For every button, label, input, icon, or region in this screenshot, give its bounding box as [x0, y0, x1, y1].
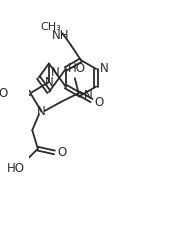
Text: NH: NH	[52, 30, 69, 42]
Text: N: N	[45, 76, 53, 89]
Text: N: N	[51, 66, 59, 79]
Text: O: O	[94, 96, 103, 109]
Text: HO: HO	[7, 162, 25, 175]
Text: O: O	[0, 87, 8, 100]
Text: N: N	[84, 89, 93, 102]
Text: CH₃: CH₃	[40, 21, 61, 31]
Text: N: N	[100, 62, 108, 75]
Text: N: N	[37, 105, 46, 118]
Text: O: O	[57, 146, 66, 159]
Text: HO: HO	[68, 62, 86, 75]
